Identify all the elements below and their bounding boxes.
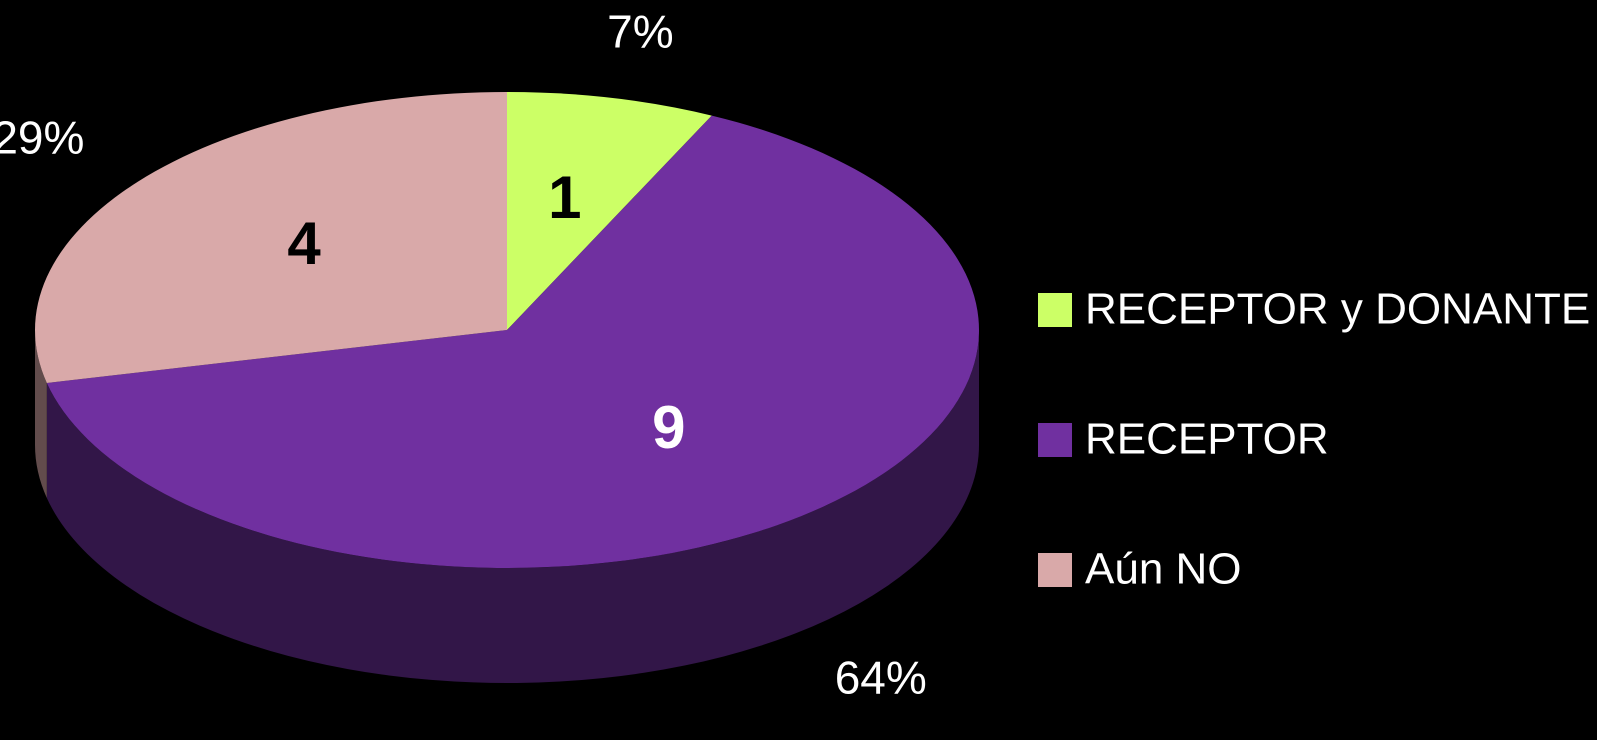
percent-label: 7% (607, 5, 673, 57)
legend-label: Aún NO (1085, 545, 1242, 594)
slice-side (46, 330, 979, 683)
value-label: 1 (548, 164, 581, 231)
legend-swatch (1038, 423, 1072, 457)
slice-side (35, 330, 47, 498)
value-label: 4 (287, 210, 321, 277)
legend-swatch (1038, 293, 1072, 327)
slice (34, 92, 508, 383)
percent-label: 64% (835, 651, 927, 703)
value-label: 9 (652, 394, 685, 461)
slice (507, 92, 712, 330)
percent-label: 29% (0, 112, 84, 164)
legend-label: RECEPTOR (1085, 415, 1329, 464)
legend-swatch (1038, 553, 1072, 587)
legend-label: RECEPTOR y DONANTE (1085, 285, 1590, 334)
slice (46, 115, 980, 569)
